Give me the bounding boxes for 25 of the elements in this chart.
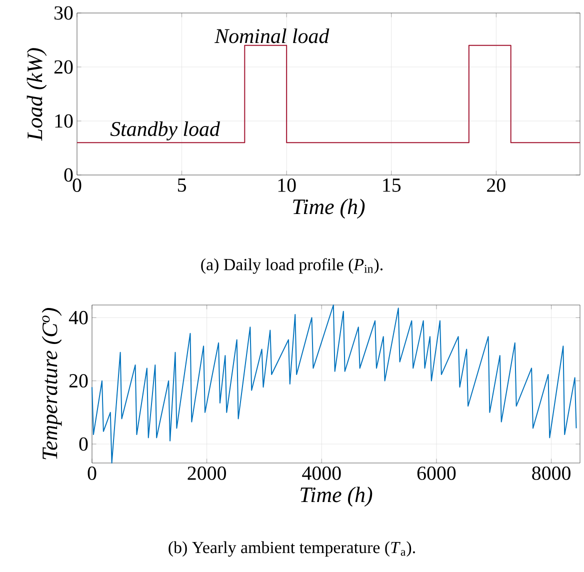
text: (b) Yearly ambient temperature (T$_{a}$). (168, 541, 415, 557)
y-tick-label: 20 (54, 60, 73, 74)
line-series (92, 304, 577, 464)
y-tick-label: 40 (68, 310, 88, 324)
x-tick-label: 0 (88, 466, 96, 480)
x-tick-label: 4000 (302, 466, 341, 480)
annotation: Standby load (110, 121, 220, 140)
x-axis-title: Time (h) (300, 486, 372, 507)
x-tick-label: 2000 (188, 466, 226, 480)
x-tick-label: 20 (487, 178, 506, 192)
y-tick-label: 0 (79, 437, 88, 451)
x-tick-label: 15 (383, 178, 401, 192)
annotation: Nominal load (214, 28, 330, 44)
x-tick-label: 10 (278, 178, 296, 192)
y-axis-title: Load (kW) (26, 48, 47, 141)
y-tick-label: 0 (64, 168, 73, 182)
x-tick-label: 5 (178, 178, 186, 192)
y-tick-label: 10 (55, 114, 73, 128)
y-axis-title: Temperature (C$^{o}$) (42, 308, 62, 460)
text: (a) Daily load profile (P$_{in}$). (201, 258, 383, 274)
x-tick-label: 8000 (532, 466, 570, 480)
y-tick-label: 20 (69, 374, 88, 388)
x-axis-title: Time (h) (293, 198, 365, 219)
x-tick-label: 6000 (417, 466, 456, 480)
y-tick-label: 30 (54, 6, 73, 20)
